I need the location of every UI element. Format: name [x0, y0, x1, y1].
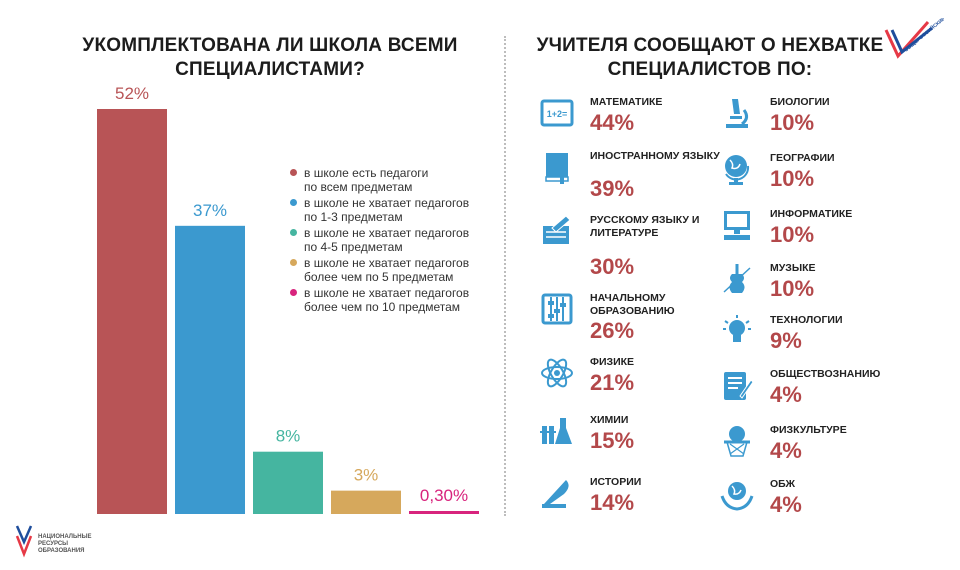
subject-value: 10%	[770, 110, 815, 135]
subject-value: 14%	[590, 490, 635, 515]
column-divider	[504, 36, 506, 516]
legend-dot	[290, 199, 297, 206]
legend-text-1: в школе не хватает педагогов	[304, 256, 470, 270]
flask-icon	[540, 418, 572, 444]
legend-text-2: по 4-5 предметам	[304, 240, 403, 254]
bar-value-label-5: 0,30%	[420, 486, 468, 505]
onf-logo-text: ОБЩЕРОССИЙСКИЙ НАРОДНЫЙ ФРОНТ	[902, 18, 944, 54]
subject-name: ИНФОРМАТИКЕ	[770, 208, 853, 220]
subject-value: 4%	[770, 438, 802, 463]
subject-name: НАЧАЛЬНОМУ ОБРАЗОВАНИЮ	[590, 292, 675, 317]
onf-logo: ОБЩЕРОССИЙСКИЙ НАРОДНЫЙ ФРОНТ	[884, 18, 944, 59]
book-icon	[545, 153, 569, 184]
legend-text-2: по всем предметам	[304, 180, 413, 194]
legend-text-1: в школе есть педагоги	[304, 166, 429, 180]
bar-4	[331, 490, 401, 514]
subject-name: ОБЖ	[770, 478, 795, 490]
bar-2	[175, 225, 245, 515]
subject-value: 44%	[590, 110, 635, 135]
subject-value: 10%	[770, 222, 815, 247]
svg-text:1+2=: 1+2=	[547, 109, 568, 119]
abacus-icon	[541, 293, 573, 325]
legend-dot	[290, 259, 297, 266]
subject-value: 10%	[770, 276, 815, 301]
legend-text-1: в школе не хватает педагогов	[304, 226, 470, 240]
legend-item: в школе не хватает педагогов более чем п…	[290, 286, 490, 316]
subject-name: ГЕОГРАФИИ	[770, 152, 835, 164]
subject-name: РУССКОМУ ЯЗЫКУ И ЛИТЕРАТУРЕ	[590, 214, 700, 239]
legend-item: в школе не хватает педагогов по 4-5 пред…	[290, 226, 490, 256]
violin-icon	[723, 264, 751, 293]
calculator-icon: 1+2=	[540, 99, 574, 127]
bar-1	[97, 109, 167, 514]
computer-icon	[724, 211, 750, 240]
subject-name: ХИМИИ	[590, 414, 629, 426]
right-panel-title: УЧИТЕЛЯ СООБЩАЮТ О НЕХВАТКЕ СПЕЦИАЛИСТОВ…	[536, 35, 884, 80]
subject-name: ОБЩЕСТВОЗНАНИЮ	[770, 368, 881, 380]
microscope-icon	[726, 99, 749, 128]
subject-value: 39%	[590, 176, 635, 201]
globe-icon	[725, 155, 750, 185]
nro-logo: НАЦИОНАЛЬНЫЕ РЕСУРСЫ ОБРАЗОВАНИЯ	[14, 522, 134, 562]
subject-name: БИОЛОГИИ	[770, 96, 830, 108]
clipboard-pen-icon	[724, 372, 754, 400]
subject-value: 10%	[770, 166, 815, 191]
legend-dot	[290, 169, 297, 176]
subject-value: 30%	[590, 254, 635, 279]
bar-value-label-2: 37%	[193, 201, 227, 220]
lightbulb-icon	[723, 315, 751, 342]
basketball-icon	[724, 426, 750, 457]
bar-5	[409, 511, 479, 514]
subject-name: ИСТОРИИ	[590, 476, 642, 488]
legend-text-1: в школе не хватает педагогов	[304, 196, 470, 210]
subject-value: 4%	[770, 492, 802, 517]
legend-text-1: в школе не хватает педагогов	[304, 286, 470, 300]
quill-icon	[542, 480, 569, 508]
bar-value-label-4: 3%	[354, 466, 379, 485]
legend-text-2: более чем по 10 предметам	[304, 300, 461, 314]
subject-name: ФИЗКУЛЬТУРЕ	[770, 424, 847, 436]
legend-item: в школе не хватает педагогов более чем п…	[290, 256, 490, 286]
legend-item: в школе не хватает педагогов по 1-3 пред…	[290, 196, 490, 226]
nro-logo-line1: НАЦИОНАЛЬНЫЕ	[38, 534, 92, 540]
bar-value-label-1: 52%	[115, 84, 149, 103]
nro-logo-line3: ОБРАЗОВАНИЯ	[38, 548, 85, 554]
bar-3	[253, 451, 323, 514]
chart-legend: в школе есть педагоги по всем предметам …	[290, 166, 490, 316]
legend-item: в школе есть педагоги по всем предметам	[290, 166, 490, 196]
subject-value: 21%	[590, 370, 635, 395]
subject-name: ФИЗИКЕ	[590, 356, 635, 368]
left-chart-title: УКОМПЛЕКТОВАНА ЛИ ШКОЛА ВСЕМИ СПЕЦИАЛИСТ…	[82, 35, 458, 80]
legend-text-2: более чем по 5 предметам	[304, 270, 454, 284]
legend-dot	[290, 229, 297, 236]
nro-logo-line2: РЕСУРСЫ	[38, 541, 69, 547]
subject-name: ТЕХНОЛОГИИ	[770, 314, 843, 326]
subject-value: 15%	[590, 428, 635, 453]
nro-logo-mark	[15, 525, 33, 558]
bar-value-label-3: 8%	[276, 427, 301, 446]
subject-value: 4%	[770, 382, 802, 407]
legend-dot	[290, 289, 297, 296]
atom-icon	[541, 358, 573, 388]
legend-text-2: по 1-3 предметам	[304, 210, 403, 224]
subject-value: 26%	[590, 318, 635, 343]
subject-value: 9%	[770, 328, 802, 353]
bar-chart: 52% 37% 8% 3% 0,30%	[97, 84, 479, 515]
subject-name: МАТЕМАТИКЕ	[590, 96, 663, 108]
pen-notebook-icon	[543, 215, 571, 244]
subject-name: МУЗЫКЕ	[770, 262, 816, 274]
subject-name: ИНОСТРАННОМУ ЯЗЫКУ	[590, 150, 720, 162]
hands-globe-icon	[720, 482, 754, 511]
